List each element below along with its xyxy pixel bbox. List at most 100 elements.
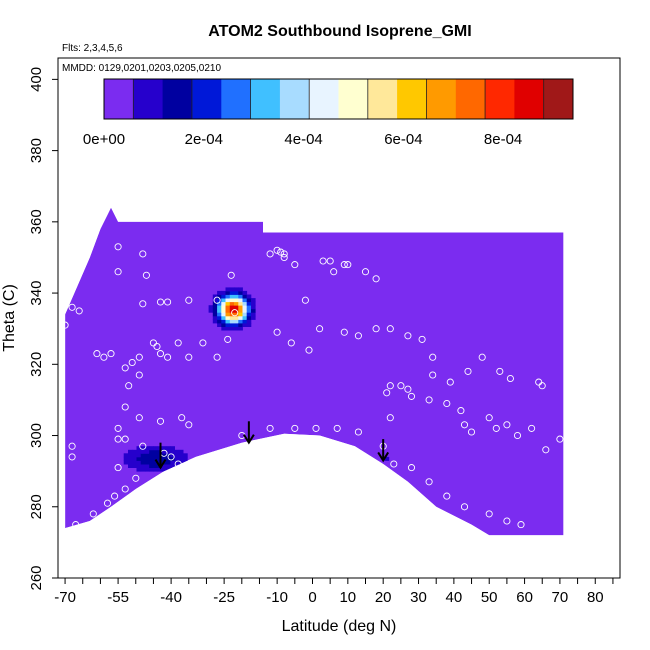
colorbar-swatch [485,79,515,119]
data-point [538,382,546,390]
data-point [107,350,115,358]
x-tick-label: 60 [516,589,533,606]
y-tick-label: 380 [28,138,45,163]
heatmap-cell [153,464,158,468]
colorbar-swatch [133,79,164,119]
heatmap-cell [166,464,171,468]
data-point [139,442,147,450]
data-point [280,250,288,258]
heatmap-cell [170,467,175,472]
heatmap-cell [174,460,180,465]
heatmap-cell [225,315,231,320]
data-point [372,325,380,333]
colorbar-swatch [279,79,310,119]
heatmap-cell [229,287,235,292]
heatmap-cell [234,323,239,327]
data-point [425,396,433,404]
data-point [111,492,119,500]
heatmap-cell [242,294,248,299]
colorbar-tick-label: 6e-04 [384,131,422,148]
y-axis-label: Theta (C) [1,284,18,352]
heatmap-cell [132,464,137,468]
data-point [464,367,472,375]
data-point [174,339,182,347]
data-point [467,428,476,436]
heatmap-cell [212,294,218,299]
heatmap-cell [234,290,239,295]
heatmap-cell [217,298,222,303]
heatmap-cell [221,323,226,327]
arrow-marker [377,439,390,463]
heatmap-cell [149,449,154,454]
heatmap-cell [229,326,235,331]
data-point [75,307,83,315]
data-point [114,243,122,251]
heatmap-cell [221,315,226,320]
data-point [397,382,405,390]
heatmap-cell [149,456,154,461]
data-point [457,407,465,415]
heatmap-cell [183,460,188,465]
y-tick-label: 260 [28,565,45,590]
heatmap-cell [174,453,180,458]
heatmap-cell [136,464,142,468]
heatmap-cell [170,460,175,465]
y-tick-label: 320 [28,352,45,377]
heatmap-cell [161,464,167,468]
heatmap-cell [246,301,252,306]
heatmap-cell [170,449,175,454]
heatmap-cell [234,294,239,299]
heatmap-cell [217,305,222,310]
heatmap-cell [153,467,158,472]
heatmap-cell [234,308,239,313]
x-tick-label: -25 [213,589,235,606]
flights-annotation: Flts: 2,3,4,5,6 [62,43,123,54]
heatmap-cell [157,467,163,472]
data-point [354,332,362,340]
data-point [404,385,412,393]
heatmap-cell [221,294,226,299]
data-point [142,271,150,279]
data-point [361,268,370,276]
data-point [277,248,285,256]
heatmap-cell [136,460,142,465]
heatmap-cell [136,449,142,454]
colorbar-tick-label: 8e-04 [484,131,522,148]
data-point [305,346,313,354]
heatmap-cell [251,298,256,303]
colorbar-swatch [191,79,222,119]
x-axis: -70 -55 -40 -25 -10 0 10 20 30 40 50 60 70 80 [54,578,614,606]
data-point [135,353,143,361]
heatmap-cell [238,326,243,331]
colorbar-tick-label: 4e-04 [284,131,322,148]
colorbar-swatch [221,79,252,119]
data-point [213,353,221,361]
data-point [121,364,129,372]
data-point [372,275,380,283]
heatmap-cell [145,453,150,458]
heatmap-cell [238,308,243,313]
data-point [231,309,239,317]
heatmap-cell [234,298,239,303]
heatmap-cell [225,287,231,292]
data-point [287,339,295,347]
data-point [390,460,398,468]
colorbar-swatch [455,79,486,119]
heatmap-cell [225,312,231,317]
heatmap-cell [225,323,231,327]
heatmap-cell [229,319,235,324]
x-tick-label: 0 [308,589,316,606]
heatmap-cell [145,446,150,451]
data-point [61,321,69,329]
data-point [407,464,416,472]
heatmap-cell [145,464,150,468]
colorbar [103,78,574,120]
data-point [528,424,536,432]
heatmap-cell [238,287,243,292]
x-tick-label: -10 [266,589,288,606]
heatmap-cell [251,315,256,320]
heatmap-cell [225,298,231,303]
data-point [121,485,129,493]
heatmap-cell [229,301,235,306]
